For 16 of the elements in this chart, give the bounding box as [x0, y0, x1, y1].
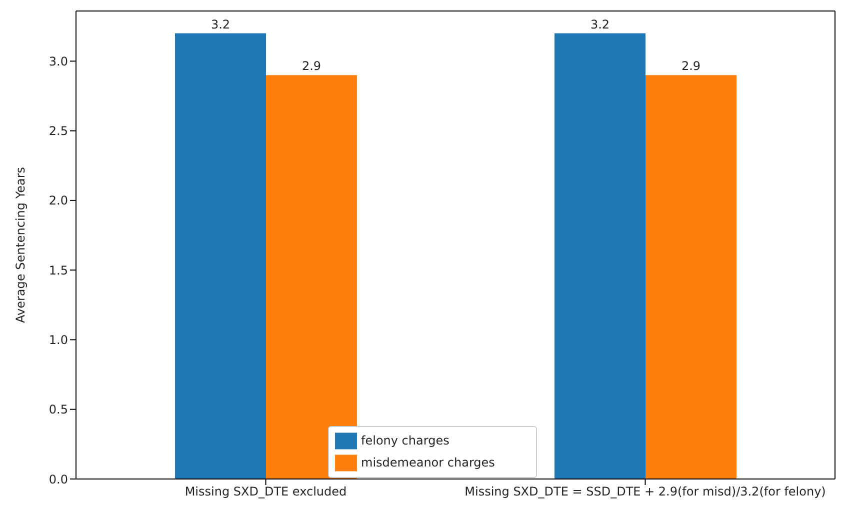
- y-tick-label: 2.5: [48, 124, 68, 138]
- data-label: 2.9: [302, 59, 322, 74]
- data-label: 3.2: [210, 17, 230, 32]
- legend-label: misdemeanor charges: [361, 455, 495, 470]
- y-tick-label: 1.5: [48, 263, 68, 278]
- x-tick-label: Missing SXD_DTE excluded: [184, 484, 347, 499]
- data-label: 2.9: [681, 59, 701, 74]
- data-label: 3.2: [590, 17, 610, 32]
- y-tick-label: 0.0: [48, 472, 68, 486]
- y-tick-label: 0.5: [48, 402, 68, 417]
- y-tick-label: 2.0: [48, 194, 68, 208]
- y-axis-title: Average Sentencing Years: [13, 166, 28, 324]
- y-tick-label: 1.0: [48, 332, 68, 347]
- legend-label: felony charges: [361, 433, 450, 448]
- x-tick-label: Missing SXD_DTE = SSD_DTE + 2.9(for misd)/3.2(for felony): [464, 484, 826, 499]
- y-tick-label: 3.0: [48, 54, 68, 68]
